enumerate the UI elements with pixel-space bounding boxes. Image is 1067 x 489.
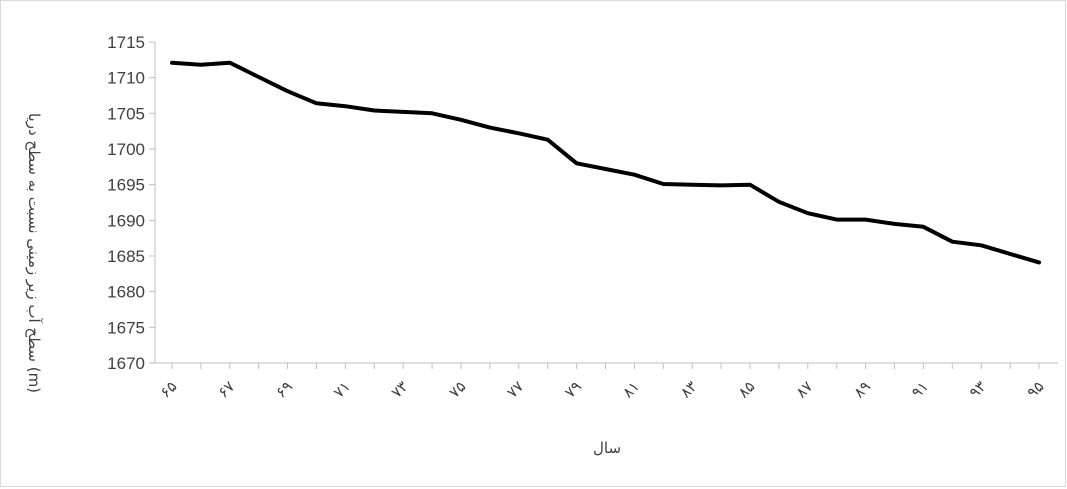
x-tick-label: ۷۷ xyxy=(503,377,527,401)
x-tick-label: ۹۱ xyxy=(908,377,932,401)
x-tick-label: ۶۷ xyxy=(214,377,238,401)
x-tick-label: ۷۹ xyxy=(561,377,585,401)
y-tick-label: 1670 xyxy=(107,354,145,373)
y-axis-ticks: 1670 1675 1680 1685 1690 1695 1700 1705 1710 1715 xyxy=(107,33,155,373)
x-tick-label: ۸۱ xyxy=(619,377,643,401)
x-tick-label: ۷۳ xyxy=(388,377,412,401)
x-tick-label: ۶۵ xyxy=(156,377,180,401)
x-tick-label: ۹۳ xyxy=(966,377,990,401)
x-axis-title: سال xyxy=(593,439,621,457)
y-tick-label: 1705 xyxy=(107,104,145,123)
axes xyxy=(154,42,1058,364)
x-tick-label: ۸۹ xyxy=(850,377,874,401)
x-axis-ticks: ۶۵ ۶۷ ۶۹ ۷۱ ۷۳ ۷۵ ۷۷ ۷۹ ۸۱ ۸۳ ۸۵ ۸۷ ۸۹ ۹۱ ۹۳ ۹۵ xyxy=(156,363,1048,402)
x-tick-label: ۸۵ xyxy=(734,377,758,401)
x-tick-label: ۶۹ xyxy=(272,377,296,401)
y-tick-label: 1700 xyxy=(107,140,145,159)
y-tick-label: 1710 xyxy=(107,69,145,88)
x-tick-label: ۸۳ xyxy=(677,377,701,401)
y-tick-label: 1675 xyxy=(107,318,145,337)
y-axis-title: سطح آب زیر زمینی نسبت به سطح دریا (m) xyxy=(25,113,43,393)
x-tick-label: ۸۷ xyxy=(792,377,816,401)
y-tick-label: 1680 xyxy=(107,283,145,302)
y-tick-label: 1685 xyxy=(107,247,145,266)
y-tick-label: 1715 xyxy=(107,33,145,52)
y-tick-label: 1690 xyxy=(107,211,145,230)
x-tick-label: ۹۵ xyxy=(1023,377,1047,401)
x-tick-label: ۷۱ xyxy=(330,377,354,401)
x-tick-label: ۷۵ xyxy=(445,377,469,401)
series-layer xyxy=(170,60,1041,265)
y-tick-label: 1695 xyxy=(107,176,145,195)
series-line xyxy=(170,60,1041,265)
